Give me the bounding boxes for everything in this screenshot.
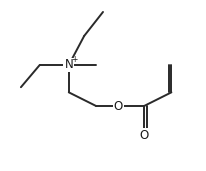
Text: +: +	[71, 55, 77, 64]
Text: O: O	[114, 100, 123, 113]
Text: N: N	[64, 58, 73, 71]
Text: O: O	[139, 129, 149, 142]
